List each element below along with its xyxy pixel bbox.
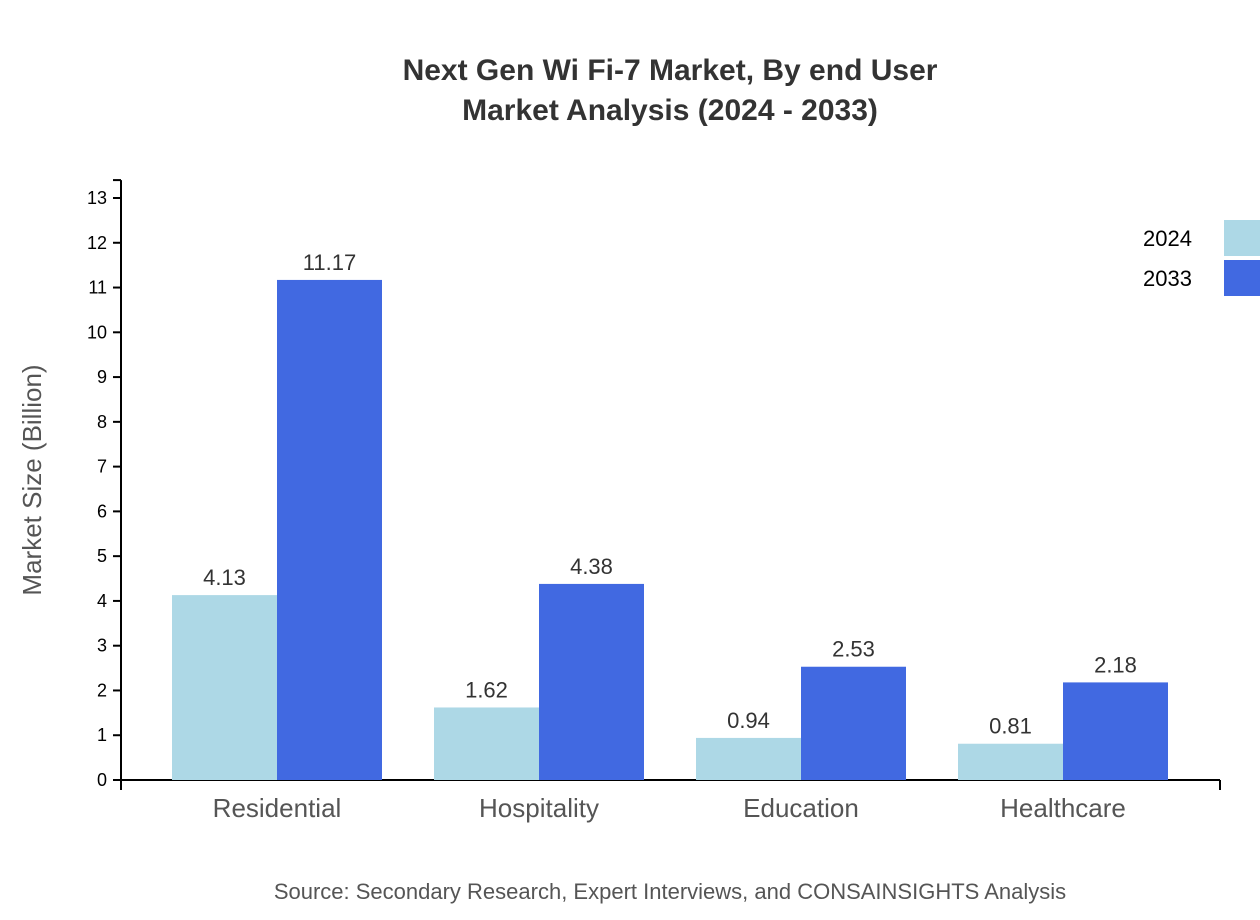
source-note: Source: Secondary Research, Expert Inter… <box>274 879 1066 904</box>
legend-label: 2033 <box>1143 266 1192 291</box>
x-tick-label: Residential <box>213 793 342 823</box>
bar-2024-education <box>696 737 801 780</box>
bar-2033-hospitality <box>539 583 644 780</box>
y-tick-label: 6 <box>97 501 107 521</box>
y-tick-label: 4 <box>97 591 107 611</box>
chart-title-line-1: Next Gen Wi Fi-7 Market, By end User <box>403 54 938 87</box>
data-label: 0.81 <box>989 714 1032 739</box>
legend-swatch <box>1224 260 1260 296</box>
bar-2033-healthcare <box>1063 682 1168 780</box>
bar-2033-residential <box>277 279 382 780</box>
y-tick-label: 2 <box>97 680 107 700</box>
legend-label: 2024 <box>1143 226 1192 251</box>
data-label: 1.62 <box>465 677 508 702</box>
data-label: 2.53 <box>832 637 875 662</box>
x-tick-label: Healthcare <box>1000 793 1126 823</box>
bar-2024-healthcare <box>958 743 1063 780</box>
legend-swatch <box>1224 220 1260 256</box>
data-label: 0.94 <box>727 708 770 733</box>
y-axis-label: Market Size (Billion) <box>17 364 47 595</box>
data-label: 4.13 <box>203 565 246 590</box>
y-tick-label: 12 <box>87 233 107 253</box>
data-label: 4.38 <box>570 554 613 579</box>
y-tick-label: 8 <box>97 412 107 432</box>
data-label: 11.17 <box>303 250 356 275</box>
y-tick-label: 10 <box>87 322 107 342</box>
bar-2024-residential <box>172 595 277 780</box>
chart-title-line-2: Market Analysis (2024 - 2033) <box>462 94 878 127</box>
y-tick-label: 5 <box>97 546 107 566</box>
data-label: 2.18 <box>1094 652 1137 677</box>
bars: 4.13 11.17 1.62 4.38 0.94 2.53 0.81 2.18 <box>172 250 1168 780</box>
y-tick-label: 3 <box>97 636 107 656</box>
x-tick-label: Education <box>743 793 859 823</box>
x-tick-label: Hospitality <box>479 793 599 823</box>
y-tick-label: 13 <box>87 188 107 208</box>
y-tick-label: 1 <box>97 725 107 745</box>
y-tick-label: 0 <box>97 770 107 790</box>
bar-2024-hospitality <box>434 707 539 780</box>
bar-2033-education <box>801 666 906 780</box>
y-tick-label: 11 <box>88 278 107 298</box>
y-tick-label: 9 <box>97 367 107 387</box>
y-tick-label: 7 <box>97 457 107 477</box>
legend: 2024 2033 <box>1143 220 1260 296</box>
x-axis: Residential Hospitality Education Healthcar… <box>120 779 1221 823</box>
